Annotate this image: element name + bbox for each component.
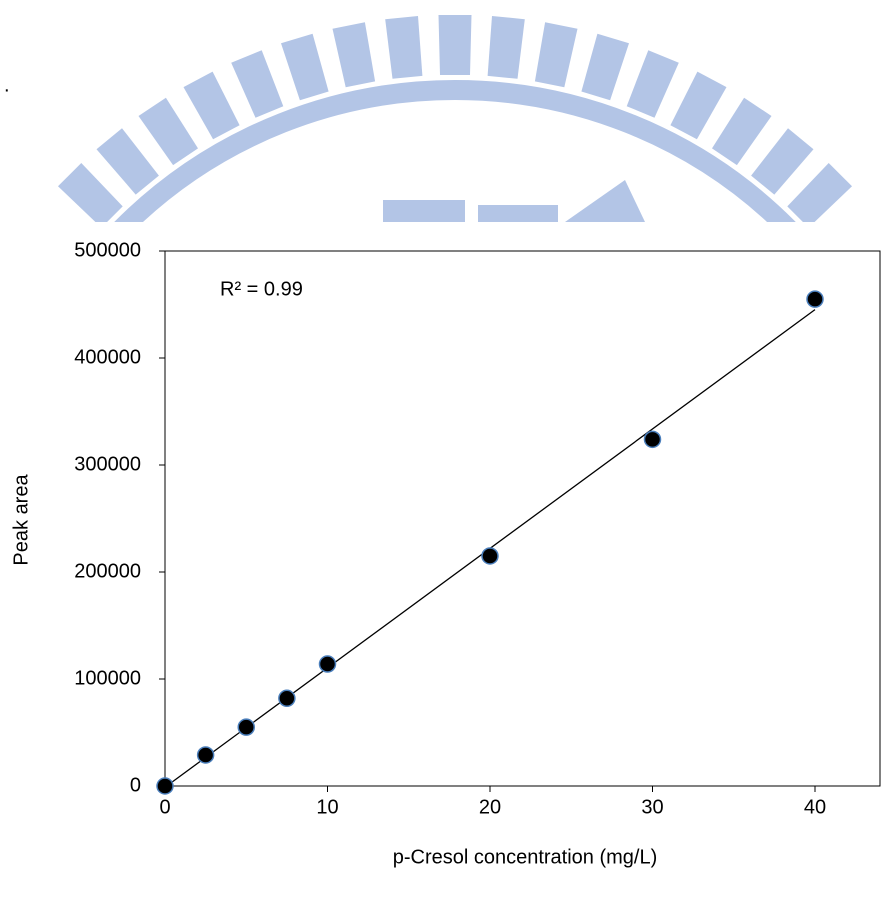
stray-dot: . — [4, 74, 10, 96]
logo-block — [383, 200, 465, 222]
y-tick-label: 400000 — [74, 346, 141, 368]
logo-bar — [281, 33, 329, 101]
logo-bar — [534, 22, 578, 88]
x-tick-label: 10 — [316, 796, 338, 818]
logo-bar — [385, 16, 423, 79]
data-point — [237, 718, 255, 736]
y-tick-label: 0 — [130, 774, 141, 796]
x-tick-label: 0 — [159, 796, 170, 818]
data-point — [196, 746, 215, 764]
logo-bar — [581, 33, 629, 101]
logo-bar — [751, 128, 814, 195]
y-tick-label: 100000 — [74, 667, 141, 689]
plot-area — [164, 250, 881, 787]
y-tick-label: 300000 — [74, 453, 141, 475]
x-tick-label: 40 — [804, 796, 826, 818]
logo-triangle — [565, 180, 645, 222]
logo-bar — [487, 16, 525, 79]
logo-bar — [58, 163, 123, 222]
data-point — [156, 777, 174, 795]
data-point — [643, 430, 662, 449]
annotation: R² = 0.99 — [220, 278, 303, 300]
y-tick-label: 500000 — [74, 239, 141, 261]
y-tick-label: 200000 — [74, 560, 141, 582]
logo-bar — [332, 22, 376, 88]
logo-bar — [96, 128, 159, 195]
logo-bar — [712, 97, 772, 166]
x-tick-label: 30 — [641, 796, 663, 818]
logo-ring — [114, 80, 796, 222]
x-tick-label: 20 — [479, 796, 501, 818]
x-axis-title: p-Cresol concentration (mg/L) — [393, 846, 658, 868]
logo-bar — [626, 50, 679, 118]
logo-bar — [183, 71, 240, 140]
data-point — [481, 547, 499, 565]
y-axis-title: Peak area — [10, 474, 32, 566]
logo-bar — [670, 71, 727, 140]
logo-bar — [231, 50, 284, 118]
watermark-logo — [58, 15, 852, 222]
data-point — [318, 655, 337, 673]
data-point — [278, 689, 296, 708]
logo-bar — [438, 15, 472, 75]
logo-block — [478, 205, 558, 222]
logo-bar — [138, 97, 198, 166]
data-point — [806, 290, 824, 308]
logo-bar — [787, 163, 852, 222]
